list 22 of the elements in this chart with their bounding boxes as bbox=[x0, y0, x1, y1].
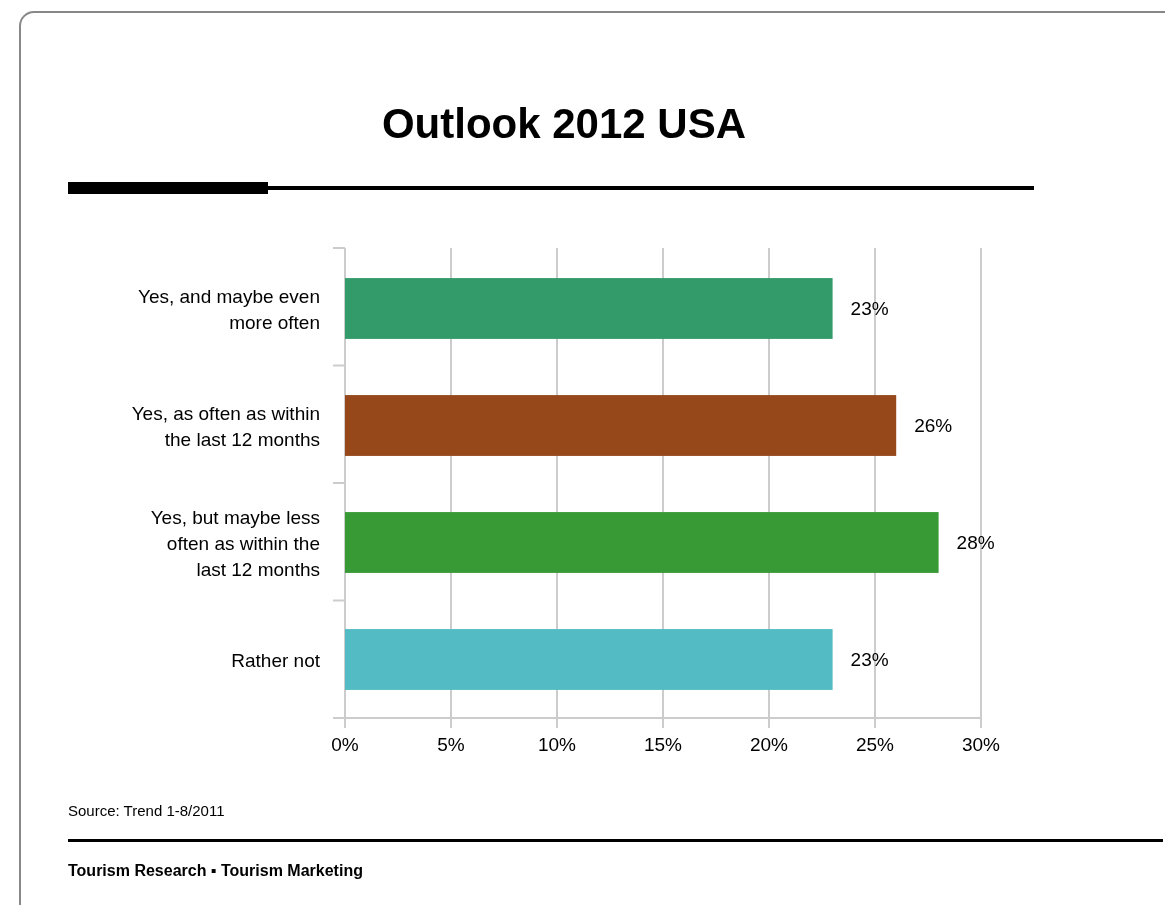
data-label: 23% bbox=[850, 297, 889, 319]
x-tick-label: 5% bbox=[437, 734, 465, 755]
x-tick-label: 25% bbox=[855, 734, 895, 755]
data-label: 28% bbox=[956, 531, 995, 553]
x-tick-label: 0% bbox=[331, 734, 359, 755]
y-tick-label: Yes, but maybe less often as within the last 12 months bbox=[150, 506, 320, 580]
x-tick-label: 10% bbox=[537, 734, 577, 755]
y-tick-label: Rather not bbox=[231, 649, 321, 671]
y-tick-label: Yes, and maybe even more often bbox=[137, 285, 320, 333]
source-note: Source: Trend 1-8/2011 bbox=[68, 802, 225, 819]
x-tick-label: 20% bbox=[749, 734, 789, 755]
x-tick-label: 15% bbox=[643, 734, 683, 755]
bar bbox=[345, 278, 833, 339]
data-label: 23% bbox=[850, 648, 889, 670]
bar bbox=[345, 395, 897, 456]
chart-title: Outlook 2012 USA bbox=[381, 100, 747, 147]
bar bbox=[345, 629, 833, 690]
data-label: 26% bbox=[914, 414, 953, 436]
bar bbox=[345, 512, 939, 573]
text: Tourism Research ▪ Tourism Marketing bbox=[68, 862, 363, 879]
x-tick-label: 30% bbox=[961, 734, 1001, 755]
y-tick-label: Yes, as often as within the last 12 months bbox=[131, 402, 320, 450]
